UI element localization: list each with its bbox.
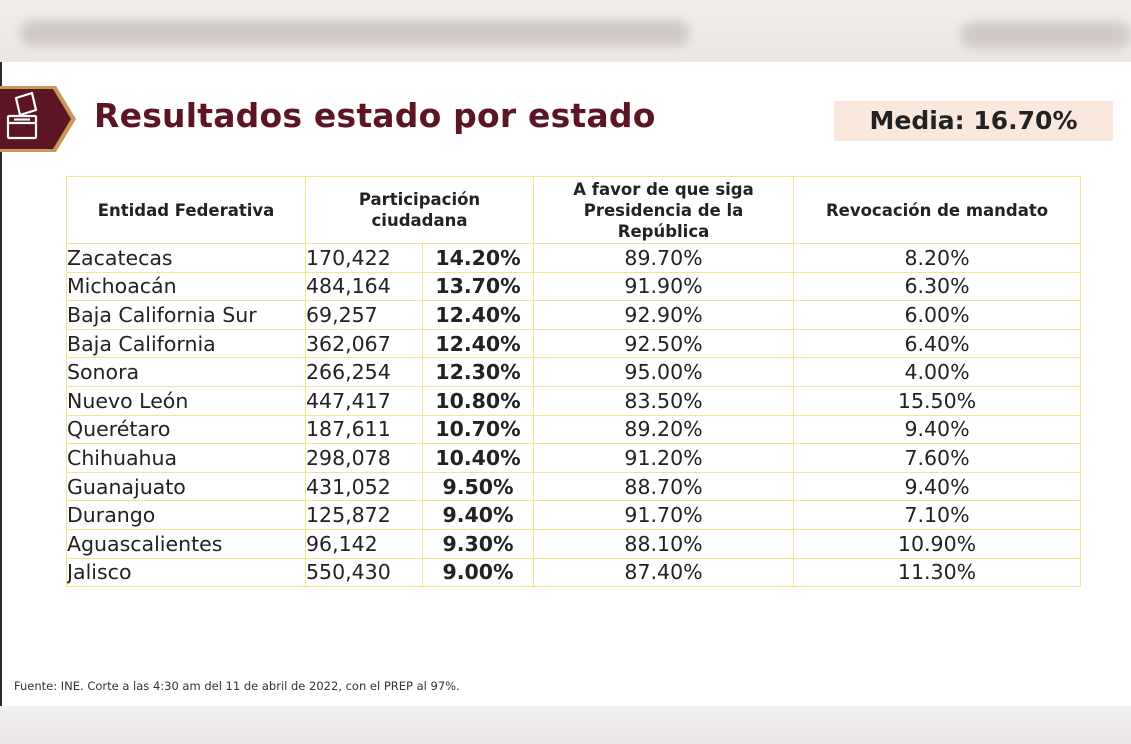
cell-entidad: Nuevo León [66, 385, 306, 416]
slide-edge [0, 62, 2, 706]
table-row: Sonora 266,254 12.30% 95.00% 4.00% [66, 357, 1082, 387]
cell-revocacion: 6.30% [793, 271, 1082, 302]
cell-entidad: Durango [66, 500, 306, 530]
cell-favor: 95.00% [533, 357, 795, 387]
cell-votos: 266,254 [305, 357, 423, 387]
table-header-row: Entidad Federativa Participación ciudada… [66, 176, 1082, 244]
table-row: Baja California 362,067 12.40% 92.50% 6.40% [66, 328, 1082, 359]
cell-favor: 92.90% [533, 300, 795, 330]
cell-entidad: Jalisco [66, 557, 306, 588]
cell-votos: 550,430 [305, 557, 423, 588]
cell-participacion: 13.70% [421, 271, 535, 302]
blurred-text [20, 20, 690, 46]
table-row: Jalisco 550,430 9.00% 87.40% 11.30% [66, 557, 1082, 588]
table-row: Aguascalientes 96,142 9.30% 88.10% 10.90% [66, 528, 1082, 559]
media-badge: Media: 16.70% [834, 101, 1113, 141]
cell-participacion: 9.00% [421, 557, 535, 588]
cell-revocacion: 15.50% [793, 385, 1082, 416]
cell-entidad: Zacatecas [66, 243, 306, 273]
cell-revocacion: 9.40% [793, 471, 1082, 502]
cell-favor: 88.10% [533, 528, 795, 559]
header-revocacion: Revocación de mandato [793, 176, 1082, 244]
table-row: Querétaro 187,611 10.70% 89.20% 9.40% [66, 414, 1082, 445]
cell-favor: 92.50% [533, 328, 795, 359]
cell-participacion: 10.70% [421, 414, 535, 445]
cell-participacion: 9.30% [421, 528, 535, 559]
table-row: Michoacán 484,164 13.70% 91.90% 6.30% [66, 271, 1082, 302]
cell-entidad: Baja California [66, 328, 306, 359]
cell-revocacion: 4.00% [793, 357, 1082, 387]
cell-favor: 91.90% [533, 271, 795, 302]
cell-favor: 88.70% [533, 471, 795, 502]
cell-entidad: Aguascalientes [66, 528, 306, 559]
results-table: Entidad Federativa Participación ciudada… [66, 176, 1082, 588]
cell-participacion: 12.30% [421, 357, 535, 387]
cell-revocacion: 7.60% [793, 443, 1082, 473]
header-entidad: Entidad Federativa [66, 176, 306, 244]
table-row: Baja California Sur 69,257 12.40% 92.90% 6.0… [66, 300, 1082, 330]
cell-votos: 298,078 [305, 443, 423, 473]
cell-participacion: 9.50% [421, 471, 535, 502]
cell-participacion: 12.40% [421, 300, 535, 330]
cell-favor: 91.70% [533, 500, 795, 530]
cell-participacion: 9.40% [421, 500, 535, 530]
blurred-text [960, 22, 1131, 48]
table-row: Zacatecas 170,422 14.20% 89.70% 8.20% [66, 243, 1082, 273]
cell-entidad: Michoacán [66, 271, 306, 302]
cell-votos: 125,872 [305, 500, 423, 530]
cell-entidad: Sonora [66, 357, 306, 387]
table-row: Durango 125,872 9.40% 91.70% 7.10% [66, 500, 1082, 530]
ballot-box-icon [0, 86, 76, 152]
cell-revocacion: 10.90% [793, 528, 1082, 559]
cell-favor: 83.50% [533, 385, 795, 416]
cell-entidad: Chihuahua [66, 443, 306, 473]
cell-votos: 170,422 [305, 243, 423, 273]
header-favor: A favor de que siga Presidencia de la Re… [533, 176, 795, 244]
cell-votos: 69,257 [305, 300, 423, 330]
cell-revocacion: 6.00% [793, 300, 1082, 330]
cell-participacion: 12.40% [421, 328, 535, 359]
cell-revocacion: 11.30% [793, 557, 1082, 588]
table-row: Chihuahua 298,078 10.40% 91.20% 7.60% [66, 443, 1082, 473]
table-row: Guanajuato 431,052 9.50% 88.70% 9.40% [66, 471, 1082, 502]
cell-votos: 96,142 [305, 528, 423, 559]
header-participacion: Participación ciudadana [304, 176, 535, 244]
blurred-header-strip [0, 0, 1131, 62]
cell-entidad: Querétaro [66, 414, 306, 445]
cell-revocacion: 7.10% [793, 500, 1082, 530]
cell-favor: 89.70% [533, 243, 795, 273]
cell-participacion: 14.20% [421, 243, 535, 273]
cell-favor: 89.20% [533, 414, 795, 445]
cell-votos: 431,052 [305, 471, 423, 502]
cell-revocacion: 6.40% [793, 328, 1082, 359]
cell-participacion: 10.80% [421, 385, 535, 416]
table-row: Nuevo León 447,417 10.80% 83.50% 15.50% [66, 385, 1082, 416]
cell-entidad: Guanajuato [66, 471, 306, 502]
cell-revocacion: 9.40% [793, 414, 1082, 445]
cell-favor: 91.20% [533, 443, 795, 473]
blurred-footer-strip [0, 706, 1131, 744]
cell-votos: 447,417 [305, 385, 423, 416]
cell-revocacion: 8.20% [793, 243, 1082, 273]
page-title: Resultados estado por estado [94, 96, 656, 135]
source-note: Fuente: INE. Corte a las 4:30 am del 11 … [14, 679, 460, 693]
cell-participacion: 10.40% [421, 443, 535, 473]
cell-votos: 187,611 [305, 414, 423, 445]
cell-entidad: Baja California Sur [66, 300, 306, 330]
cell-favor: 87.40% [533, 557, 795, 588]
cell-votos: 362,067 [305, 328, 423, 359]
cell-votos: 484,164 [305, 271, 423, 302]
